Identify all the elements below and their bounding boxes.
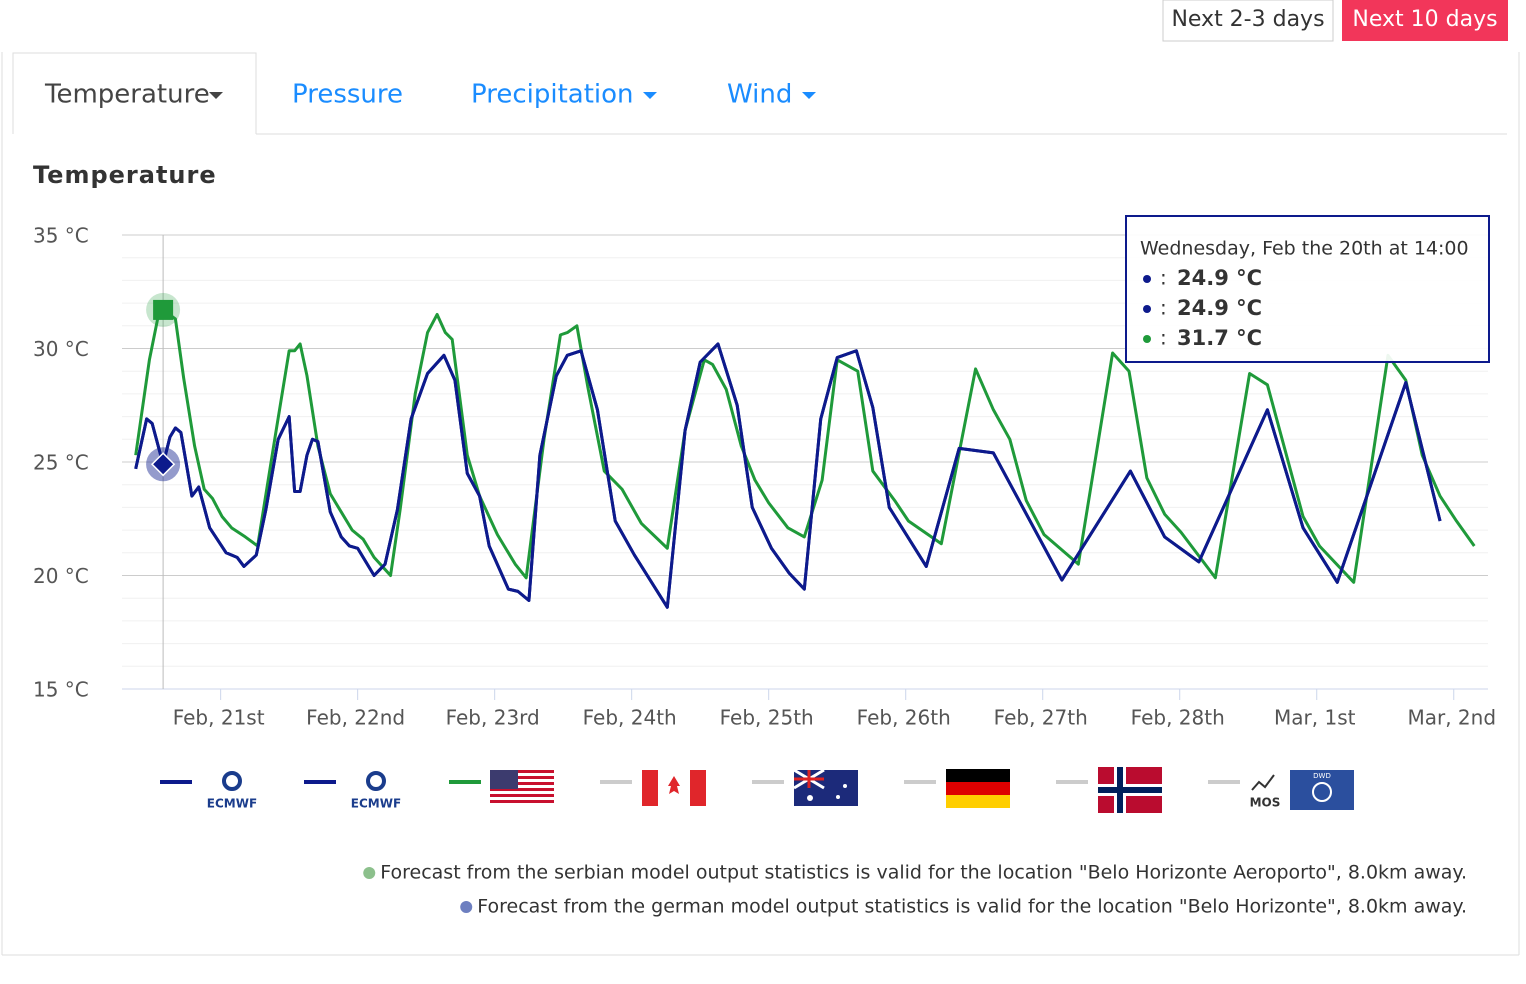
y-tick-label: 20 °C — [33, 564, 89, 588]
tooltip: Wednesday, Feb the 20th at 14:00: 24.9 °C… — [1125, 215, 1490, 363]
flag-norway — [1098, 767, 1162, 813]
tooltip-dot — [1143, 275, 1151, 283]
flag-usa — [490, 770, 554, 806]
chart-title: Temperature — [33, 161, 217, 189]
y-tick-label: 30 °C — [33, 337, 89, 361]
legend-label: ECMWF — [207, 797, 257, 811]
tooltip-value: 31.7 °C — [1177, 326, 1262, 350]
series-line — [134, 342, 1442, 609]
x-tick-label: Feb, 22nd — [306, 706, 405, 730]
caret — [802, 92, 816, 99]
button[interactable] — [1162, 0, 1334, 42]
dwd-logo — [1290, 770, 1354, 810]
footnotes: Forecast from the serbian model output s… — [363, 862, 1467, 918]
tooltip-value: 24.9 °C — [1177, 266, 1262, 290]
x-tick-label: Feb, 26th — [857, 706, 951, 730]
tab[interactable]: Pressure — [292, 80, 403, 110]
tooltip-separator: : — [1160, 296, 1167, 320]
tooltip-box — [1125, 215, 1490, 363]
legend-label: DWD — [1313, 772, 1331, 780]
footnote-dot — [460, 901, 473, 913]
footnote: Forecast from the german model output st… — [477, 896, 1467, 918]
active-tab[interactable] — [12, 52, 257, 134]
tooltip-separator: : — [1160, 326, 1167, 350]
caret — [643, 92, 657, 99]
legend: ECMWF ECMWF MOS DWD — [160, 767, 1354, 813]
x-tick-label: Feb, 23rd — [446, 706, 540, 730]
tab[interactable]: Temperature — [44, 80, 210, 110]
tooltip-dot — [1143, 305, 1151, 313]
y-tick-label: 25 °C — [33, 451, 89, 475]
tab[interactable]: Wind — [727, 80, 792, 110]
x-tick-label: Feb, 24th — [583, 706, 677, 730]
y-tick-label: 15 °C — [33, 678, 89, 702]
x-tick-label: Mar, 2nd — [1407, 706, 1496, 730]
y-tick-label: 35 °C — [33, 224, 89, 248]
tooltip-value: 24.9 °C — [1177, 296, 1262, 320]
tooltip-separator: : — [1160, 266, 1167, 290]
hover-marker — [153, 299, 174, 320]
x-tick-label: Feb, 27th — [994, 706, 1088, 730]
button[interactable] — [1342, 0, 1508, 41]
footnote: Forecast from the serbian model output s… — [380, 862, 1467, 884]
dwd-swirl — [1312, 782, 1332, 802]
tooltip-title: Wednesday, Feb the 20th at 14:00 — [1140, 238, 1469, 260]
mos-icon — [1251, 774, 1275, 791]
series-line — [134, 308, 1476, 584]
plot: 15 °C 20 °C 25 °C 30 °C 35 °C Feb, 21st Feb, 2… — [33, 224, 1496, 730]
flag-canada — [642, 770, 706, 806]
x-tick-label: Feb, 28th — [1131, 706, 1225, 730]
flag-germany — [946, 769, 1010, 808]
tooltip-dot — [1143, 335, 1151, 343]
ecmwf-logo — [222, 771, 242, 791]
x-tick-label: Feb, 25th — [720, 706, 814, 730]
legend-label: MOS — [1250, 796, 1281, 810]
x-tick-label: Mar, 1st — [1274, 706, 1356, 730]
ecmwf-logo — [366, 771, 386, 791]
button-label[interactable]: Next 10 days — [1352, 7, 1497, 32]
footnote-dot — [363, 867, 376, 879]
hover-marker — [151, 452, 176, 477]
tab[interactable]: Precipitation — [471, 80, 634, 110]
x-tick-label: Feb, 21st — [173, 706, 265, 730]
series-line — [134, 342, 1442, 609]
legend-label: ECMWF — [351, 797, 401, 811]
button-label[interactable]: Next 2-3 days — [1171, 7, 1324, 32]
flag-australia — [793, 768, 858, 806]
caret — [209, 92, 223, 99]
